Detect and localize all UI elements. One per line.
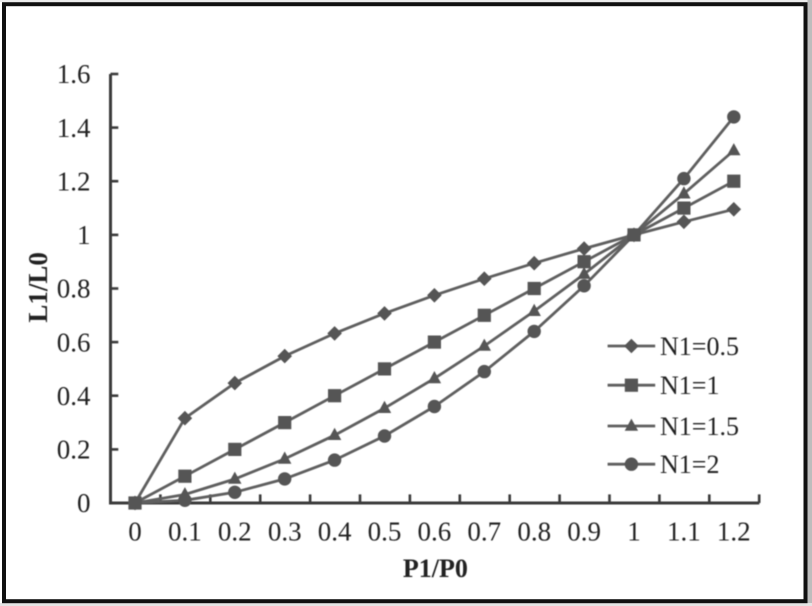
- svg-text:0.8: 0.8: [517, 517, 551, 547]
- svg-text:0.2: 0.2: [218, 517, 252, 547]
- svg-text:1: 1: [627, 517, 641, 547]
- svg-text:0.9: 0.9: [567, 517, 601, 547]
- svg-text:0.4: 0.4: [318, 517, 352, 547]
- svg-text:0: 0: [77, 488, 91, 518]
- svg-text:N1=0.5: N1=0.5: [660, 332, 739, 361]
- svg-text:0.6: 0.6: [57, 327, 91, 357]
- svg-text:1.2: 1.2: [57, 166, 91, 196]
- svg-text:1.2: 1.2: [717, 517, 751, 547]
- svg-text:0.1: 0.1: [168, 517, 202, 547]
- svg-text:0.6: 0.6: [418, 517, 452, 547]
- svg-text:P1/P0: P1/P0: [403, 554, 468, 583]
- svg-text:0: 0: [128, 517, 142, 547]
- svg-text:N1=1: N1=1: [660, 371, 719, 400]
- svg-text:0.4: 0.4: [57, 381, 91, 411]
- svg-text:0.8: 0.8: [57, 274, 91, 304]
- svg-text:0.3: 0.3: [268, 517, 302, 547]
- svg-text:1.4: 1.4: [57, 113, 91, 143]
- svg-text:0.7: 0.7: [467, 517, 501, 547]
- svg-text:N1=2: N1=2: [660, 450, 719, 479]
- svg-text:1.6: 1.6: [57, 59, 91, 89]
- svg-text:1: 1: [77, 220, 91, 250]
- svg-text:N1=1.5: N1=1.5: [660, 412, 739, 441]
- svg-text:1.1: 1.1: [667, 517, 701, 547]
- svg-text:0.2: 0.2: [57, 435, 91, 465]
- svg-text:0.5: 0.5: [368, 517, 402, 547]
- svg-text:L1/L0: L1/L0: [23, 252, 53, 323]
